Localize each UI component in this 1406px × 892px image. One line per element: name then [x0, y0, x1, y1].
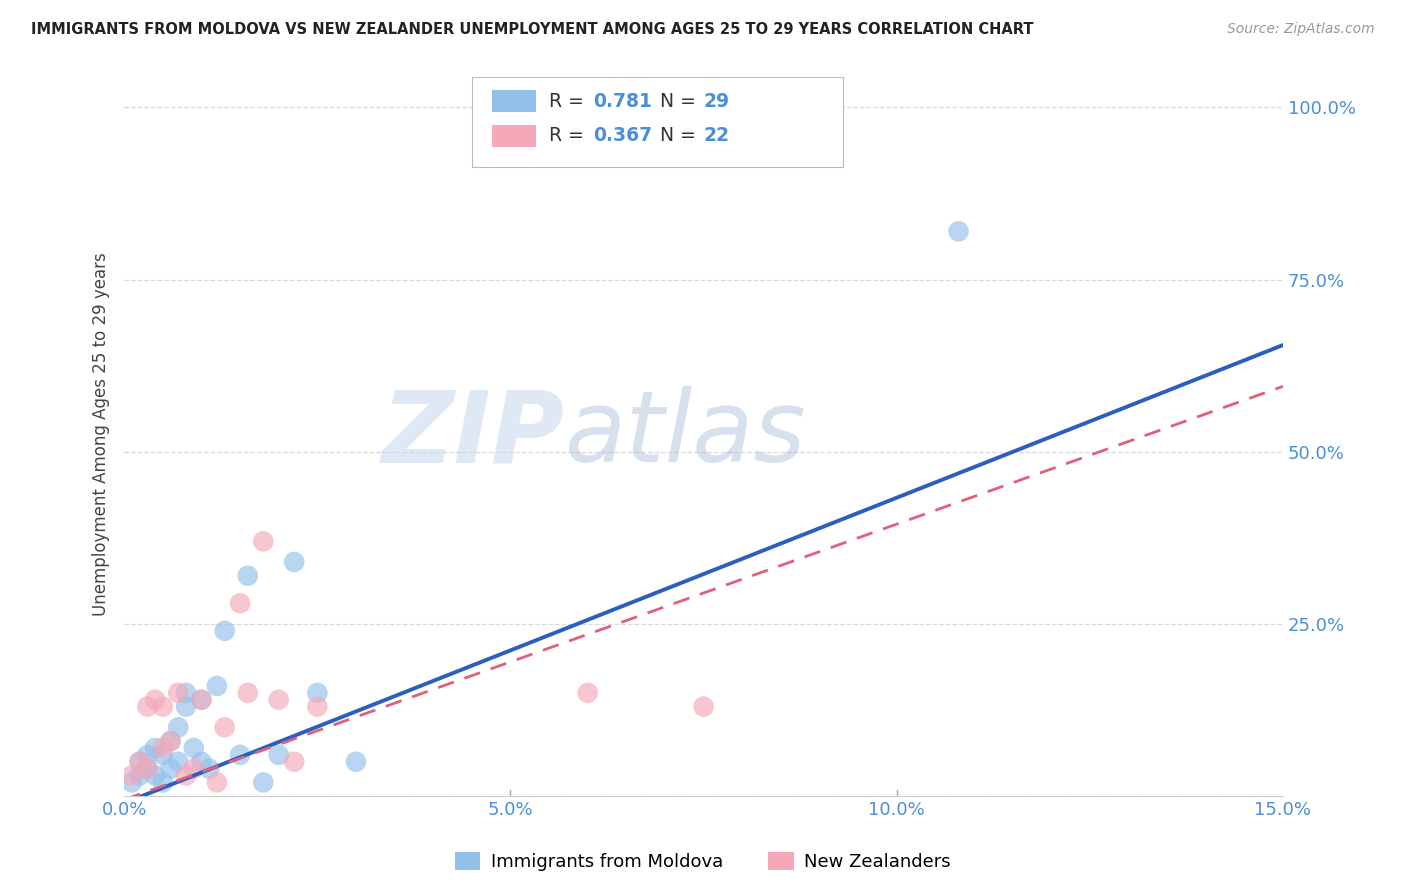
Legend: Immigrants from Moldova, New Zealanders: Immigrants from Moldova, New Zealanders: [447, 845, 959, 879]
Text: 0.367: 0.367: [593, 127, 652, 145]
Point: [692, 699, 714, 714]
Point: [267, 692, 290, 706]
Text: Source: ZipAtlas.com: Source: ZipAtlas.com: [1227, 22, 1375, 37]
Point: [152, 775, 174, 789]
Point: [159, 762, 181, 776]
Point: [214, 720, 236, 734]
Point: [152, 699, 174, 714]
Point: [576, 686, 599, 700]
Point: [143, 741, 166, 756]
Point: [205, 679, 228, 693]
Point: [190, 755, 212, 769]
Text: N =: N =: [659, 127, 702, 145]
Point: [283, 555, 305, 569]
Point: [136, 747, 159, 762]
Point: [183, 741, 205, 756]
Point: [267, 747, 290, 762]
Text: R =: R =: [550, 92, 591, 111]
Point: [167, 686, 190, 700]
Point: [948, 224, 970, 238]
Point: [205, 775, 228, 789]
Point: [152, 741, 174, 756]
FancyBboxPatch shape: [492, 125, 536, 147]
Point: [174, 768, 197, 782]
Point: [143, 768, 166, 782]
Point: [128, 768, 150, 782]
Point: [183, 762, 205, 776]
Text: 22: 22: [703, 127, 730, 145]
Point: [121, 775, 143, 789]
Text: 29: 29: [703, 92, 730, 111]
Point: [229, 747, 252, 762]
Text: ZIP: ZIP: [381, 386, 565, 483]
FancyBboxPatch shape: [472, 77, 842, 167]
Point: [159, 734, 181, 748]
Point: [136, 699, 159, 714]
Point: [159, 734, 181, 748]
Point: [252, 534, 274, 549]
Point: [190, 692, 212, 706]
Point: [307, 699, 329, 714]
Point: [229, 596, 252, 610]
Point: [307, 686, 329, 700]
Point: [283, 755, 305, 769]
Point: [174, 699, 197, 714]
Y-axis label: Unemployment Among Ages 25 to 29 years: Unemployment Among Ages 25 to 29 years: [93, 252, 110, 616]
Point: [174, 686, 197, 700]
Point: [121, 768, 143, 782]
Point: [252, 775, 274, 789]
Point: [214, 624, 236, 638]
Point: [167, 720, 190, 734]
Point: [190, 692, 212, 706]
Point: [236, 686, 259, 700]
Text: N =: N =: [659, 92, 702, 111]
Point: [236, 568, 259, 582]
Point: [128, 755, 150, 769]
Point: [344, 755, 367, 769]
Point: [143, 692, 166, 706]
Point: [152, 747, 174, 762]
Point: [128, 755, 150, 769]
Point: [136, 762, 159, 776]
Text: IMMIGRANTS FROM MOLDOVA VS NEW ZEALANDER UNEMPLOYMENT AMONG AGES 25 TO 29 YEARS : IMMIGRANTS FROM MOLDOVA VS NEW ZEALANDER…: [31, 22, 1033, 37]
Text: R =: R =: [550, 127, 591, 145]
FancyBboxPatch shape: [492, 90, 536, 112]
Text: 0.781: 0.781: [593, 92, 652, 111]
Point: [198, 762, 221, 776]
Point: [136, 762, 159, 776]
Point: [167, 755, 190, 769]
Text: atlas: atlas: [565, 386, 806, 483]
